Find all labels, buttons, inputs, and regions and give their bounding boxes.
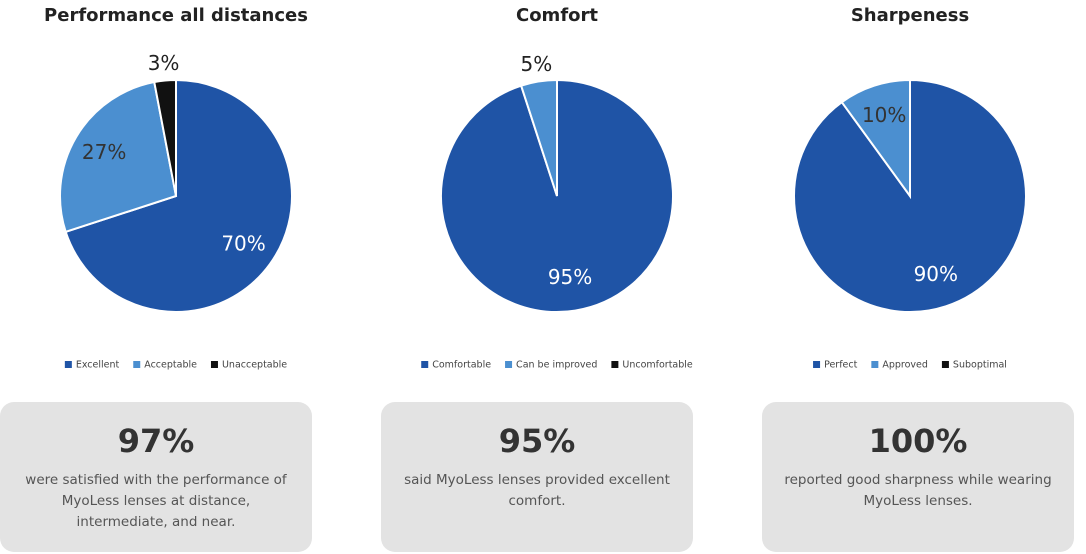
charts: Performance all distances 70% 27% 3% Excelle…: [44, 5, 1027, 371]
legend-swatch: [210, 361, 218, 368]
legend-label: Excellent: [76, 360, 120, 371]
data-label: 5%: [520, 52, 552, 76]
data-label: 3%: [148, 51, 180, 75]
data-label: 90%: [914, 262, 958, 286]
chart-title: Sharpeness: [851, 5, 969, 26]
pie-slice: [153, 78, 177, 197]
legend-label: Unacceptable: [222, 360, 287, 371]
data-label: 70%: [221, 232, 265, 256]
data-label: 95%: [548, 265, 592, 289]
stat-value: 97%: [117, 422, 195, 460]
legend-label: Comfortable: [432, 360, 491, 371]
data-label: 10%: [862, 103, 906, 127]
legend-swatch: [813, 361, 821, 368]
data-label: 27%: [82, 140, 126, 164]
legend-swatch: [133, 361, 141, 368]
legend: Excellent Acceptable Unacceptable: [64, 360, 287, 371]
stat-card: 100% reported good sharpness while weari…: [762, 402, 1074, 552]
stat-value: 100%: [868, 422, 968, 460]
legend: Perfect Approved Suboptimal: [813, 360, 1007, 371]
legend-swatch: [64, 361, 72, 368]
legend-swatch: [941, 361, 949, 368]
stat-card: 97% were satisfied with the performance …: [0, 402, 312, 552]
stat-card: 95% said MyoLess lenses provided excelle…: [381, 402, 693, 552]
stat-text: were satisfied with the performance of M…: [25, 472, 287, 530]
legend-swatch: [871, 361, 879, 368]
legend-swatch: [421, 361, 429, 368]
pie-slice: [59, 80, 178, 234]
stat-value: 95%: [498, 422, 576, 460]
stat-text: said MyoLess lenses provided excellent c…: [404, 472, 670, 509]
legend-swatch: [611, 361, 619, 368]
chart-title: Performance all distances: [44, 5, 308, 26]
pie-slice: [64, 78, 293, 313]
legend: Comfortable Can be improved Uncomfortable: [421, 360, 693, 371]
chart-title: Comfort: [516, 5, 598, 26]
legend-label: Perfect: [824, 360, 858, 371]
legend-label: Uncomfortable: [622, 360, 693, 371]
legend-label: Approved: [882, 360, 928, 371]
legend-label: Can be improved: [516, 360, 597, 371]
pie-slice: [840, 78, 911, 200]
legend-label: Acceptable: [144, 360, 197, 371]
stat-text: reported good sharpness while wearing My…: [784, 472, 1052, 509]
legend-label: Suboptimal: [953, 360, 1007, 371]
legend-swatch: [505, 361, 513, 368]
